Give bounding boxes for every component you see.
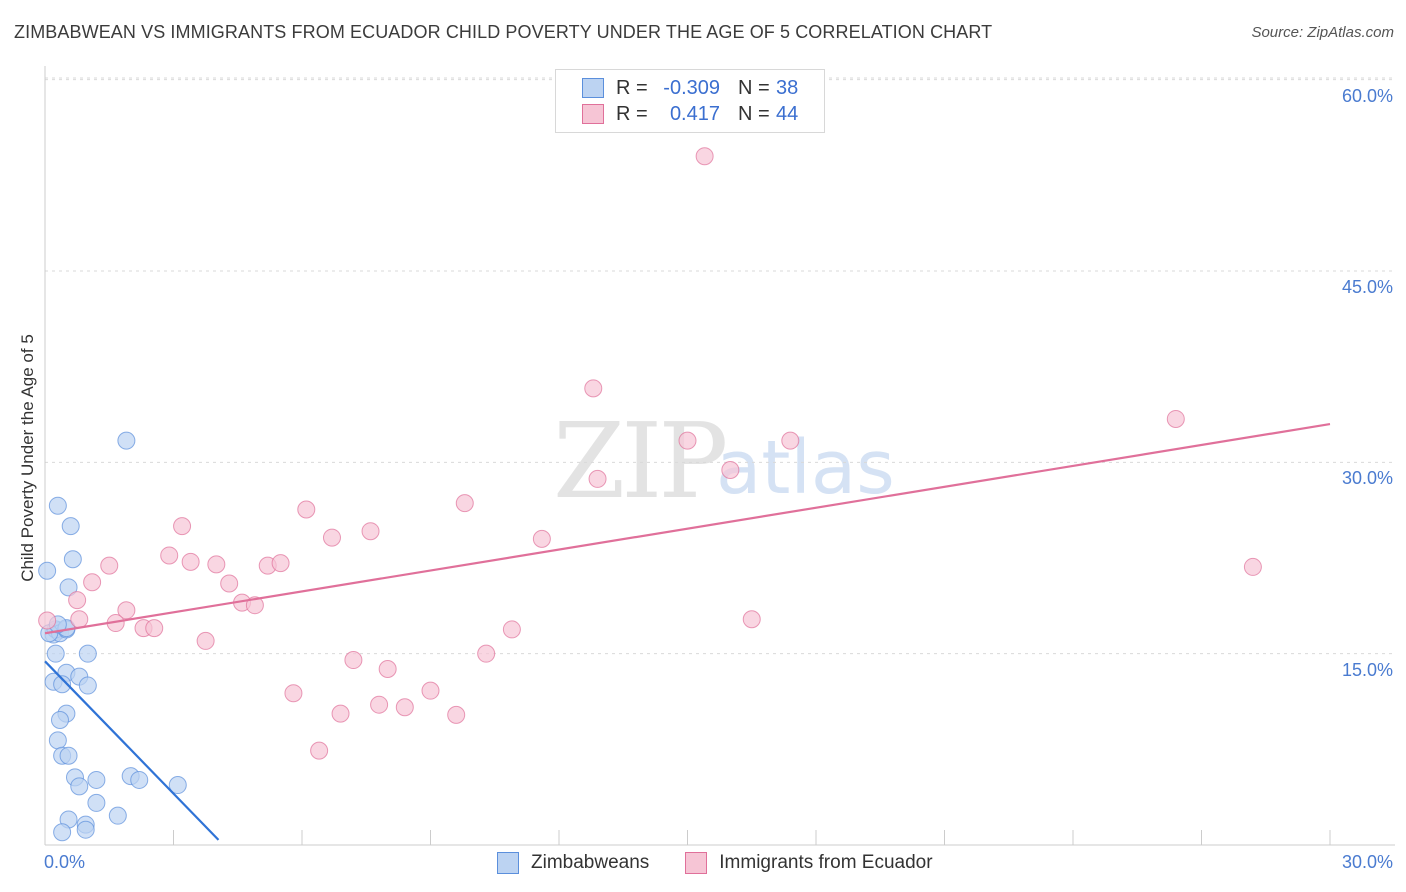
series-legend: Zimbabweans Immigrants from Ecuador [497,852,969,874]
point-zimbabweans [130,770,149,789]
point-zimbabweans [48,496,67,515]
legend-n-value: 44 [776,102,799,125]
y-tick-label-60: 60.0% [1341,86,1393,106]
point-ecuador [160,546,179,565]
point-zimbabweans [50,710,69,729]
point-ecuador [477,644,496,663]
point-zimbabweans [53,823,72,842]
point-ecuador [361,522,380,541]
legend-swatch-pink [685,852,708,874]
legend-swatch-blue [497,852,519,874]
point-ecuador [532,529,551,548]
point-ecuador [70,610,89,629]
point-zimbabweans [70,777,89,796]
point-zimbabweans [46,644,65,663]
point-zimbabweans [78,676,97,695]
point-ecuador [181,552,200,571]
point-zimbabweans [53,675,72,694]
point-zimbabweans [117,431,136,450]
y-axis-label: Child Poverty Under the Age of 5 [18,334,37,582]
point-ecuador [145,619,164,638]
point-zimbabweans [168,776,187,795]
point-ecuador [502,620,521,639]
point-ecuador [395,698,414,717]
point-ecuador [83,573,102,592]
legend-swatch-pink [582,104,604,124]
point-zimbabweans [61,517,80,536]
y-tick-label-15: 15.0% [1341,660,1393,680]
legend-row-ecuador: R = 0.417 N = 44 [582,101,798,127]
point-ecuador [695,147,714,166]
point-ecuador [1166,409,1185,428]
legend-n-label: N = [738,102,770,125]
legend-item-zimbabweans[interactable]: Zimbabweans [497,852,649,874]
y-tick-label-30: 30.0% [1341,468,1393,488]
point-ecuador [378,659,397,678]
point-zimbabweans [78,644,97,663]
point-ecuador [1243,557,1262,576]
point-zimbabweans [76,820,95,839]
point-zimbabweans [59,746,78,765]
point-ecuador [455,494,474,513]
watermark-atlas: atlas [716,425,895,511]
point-zimbabweans [59,578,78,597]
point-ecuador [173,517,192,536]
point-ecuador [322,528,341,547]
point-ecuador [38,611,57,630]
point-ecuador [245,596,264,615]
point-zimbabweans [48,731,67,750]
point-ecuador [271,554,290,573]
point-zimbabweans [87,793,106,812]
trend-line-zimbabweans [44,660,220,841]
legend-r-label: R = [616,76,648,99]
legend-n-label: N = [738,76,770,99]
point-ecuador [68,591,87,610]
legend-label-ecuador: Immigrants from Ecuador [719,852,933,873]
point-ecuador [331,704,350,723]
point-ecuador [297,500,316,519]
point-ecuador [781,431,800,450]
watermark-zip: ZIP [553,400,728,522]
point-ecuador [207,555,226,574]
point-ecuador [584,379,603,398]
point-ecuador [284,684,303,703]
x-tick-label-min: 0.0% [44,852,86,872]
point-ecuador [678,431,697,450]
stats-legend: R = -0.309 N = 38 R = 0.417 N = 44 [555,69,825,133]
point-ecuador [220,574,239,593]
point-ecuador [310,741,329,760]
legend-row-zimbabweans: R = -0.309 N = 38 [582,75,798,101]
point-zimbabweans [38,561,57,580]
point-zimbabweans [87,770,106,789]
point-ecuador [344,651,363,670]
point-ecuador [117,601,136,620]
trend-line-ecuador [44,422,1331,635]
legend-r-value: 0.417 [669,102,720,125]
legend-label-zimbabweans: Zimbabweans [531,852,650,873]
legend-r-value: -0.309 [663,76,720,99]
point-ecuador [742,610,761,629]
point-ecuador [721,460,740,479]
point-zimbabweans [63,550,82,569]
point-ecuador [370,695,389,714]
legend-swatch-blue [582,78,604,98]
point-ecuador [447,705,466,724]
point-ecuador [196,631,215,650]
point-ecuador [421,681,440,700]
chart-title: ZIMBABWEAN VS IMMIGRANTS FROM ECUADOR CH… [14,22,993,42]
legend-n-value: 38 [776,76,799,99]
point-ecuador [100,556,119,575]
legend-item-ecuador[interactable]: Immigrants from Ecuador [685,852,933,874]
y-tick-label-45: 45.0% [1341,277,1393,297]
point-zimbabweans [108,806,127,825]
x-tick-label-max: 30.0% [1341,852,1393,872]
legend-r-label: R = [616,102,648,125]
source-label: Source: ZipAtlas.com [1251,24,1394,41]
point-ecuador [588,469,607,488]
